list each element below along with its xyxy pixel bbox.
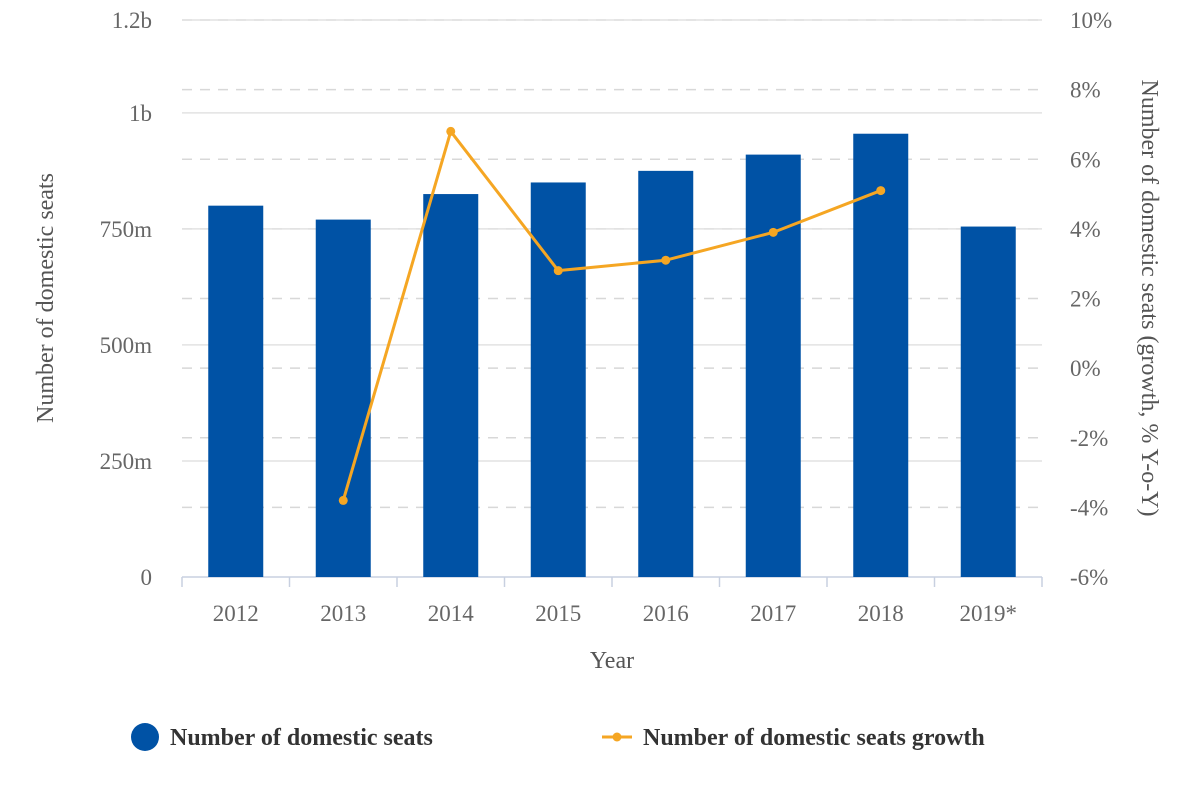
- bar-2014: [423, 194, 479, 577]
- x-tick-label: 2014: [428, 601, 475, 626]
- y-left-tick-label: 1.2b: [112, 8, 152, 33]
- y-left-tick-label: 250m: [100, 449, 153, 474]
- legend-bar-label: Number of domestic seats: [170, 725, 433, 751]
- y-axis-title-left: Number of domestic seats: [33, 173, 59, 423]
- x-tick-label: 2019*: [960, 601, 1018, 626]
- x-tick-label: 2017: [750, 601, 796, 626]
- growth-point-2014: [446, 126, 456, 136]
- x-tick-label: 2016: [643, 601, 689, 626]
- growth-point-2013: [338, 495, 348, 505]
- y-right-tick-label: 2%: [1070, 287, 1101, 312]
- bar-2013: [315, 219, 371, 577]
- x-tick-label: 2012: [213, 601, 259, 626]
- y-right-tick-label: -2%: [1070, 426, 1108, 451]
- bar-2016: [638, 170, 694, 577]
- y-right-tick-label: 4%: [1070, 217, 1101, 242]
- x-tick-label: 2013: [320, 601, 366, 626]
- y-right-tick-label: 8%: [1070, 78, 1101, 103]
- y-right-tick-label: -4%: [1070, 495, 1108, 520]
- legend-line-label: Number of domestic seats growth: [643, 725, 985, 751]
- y-right-tick-label: 0%: [1070, 356, 1101, 381]
- bar-2017: [745, 154, 801, 577]
- x-tick-label: 2018: [858, 601, 904, 626]
- growth-point-2017: [768, 227, 778, 237]
- legend-bar-marker: [131, 723, 159, 751]
- x-axis-title: Year: [590, 648, 634, 674]
- y-left-tick-label: 500m: [100, 333, 153, 358]
- y-right-tick-label: -6%: [1070, 565, 1108, 590]
- growth-point-2018: [876, 186, 886, 196]
- y-right-tick-label: 6%: [1070, 147, 1101, 172]
- y-right-tick-label: 10%: [1070, 8, 1112, 33]
- y-left-tick-label: 1b: [129, 101, 152, 126]
- bar-2018: [853, 133, 909, 578]
- x-tick-label: 2015: [535, 601, 581, 626]
- legend-line-point: [612, 732, 622, 742]
- y-left-tick-label: 750m: [100, 217, 153, 242]
- growth-line: [341, 129, 882, 501]
- y-left-tick-label: 0: [141, 565, 153, 590]
- bar-2012: [208, 205, 264, 577]
- y-axis-title-right: Number of domestic seats (growth, % Y-o-…: [1136, 79, 1162, 516]
- growth-point-2015: [553, 266, 563, 276]
- bar-2015: [530, 182, 586, 578]
- bar-2019*: [960, 226, 1016, 577]
- growth-point-2016: [661, 255, 671, 265]
